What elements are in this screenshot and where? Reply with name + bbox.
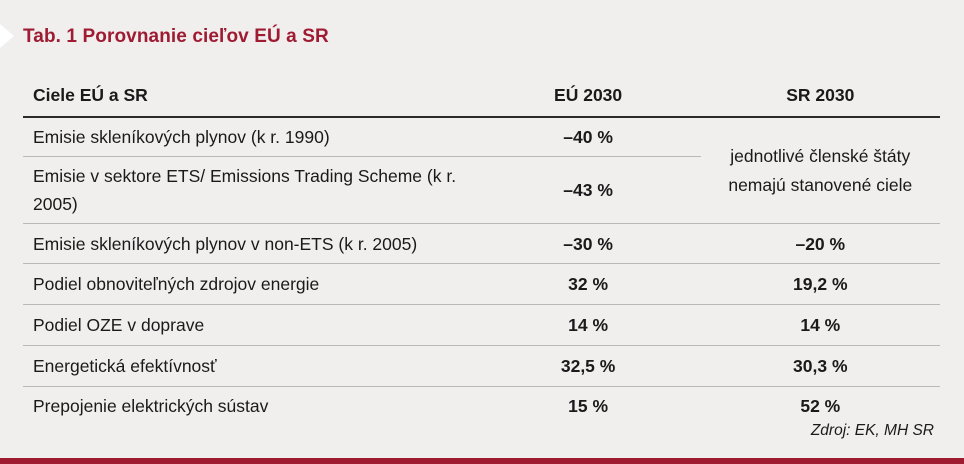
table-row: Energetická efektívnosť 32,5 % 30,3 % [23,345,940,387]
row-eu-value: –30 % [475,223,701,264]
table-row: Podiel OZE v doprave 14 % 14 % [23,304,940,346]
row-label: Podiel obnoviteľných zdrojov energie [23,263,476,305]
bottom-accent-bar [0,458,964,464]
arrow-marker-icon [0,24,14,48]
row-sr-value: 52 % [800,396,841,416]
row-eu-value: 32,5 % [475,345,701,387]
table-row: Emisie skleníkových plynov v non-ETS (k … [23,223,940,264]
row-sr-value: 30,3 % [700,345,940,387]
table-header-row: Ciele EÚ a SR EÚ 2030 SR 2030 [23,74,940,118]
row-eu-value: 14 % [475,304,701,346]
row-sr-value: –20 % [700,223,940,264]
table-title: Tab. 1 Porovnanie cieľov EÚ a SR [23,26,329,47]
table-row: Emisie skleníkových plynov (k r. 1990) –… [23,117,940,224]
row-label: Energetická efektívnosť [23,345,476,387]
table-row: Prepojenie elektrických sústav 15 % 52 % [23,387,940,426]
row-label: Emisie skleníkových plynov v non-ETS (k … [23,223,476,264]
row-label: Podiel OZE v doprave [23,304,476,346]
table-row: Podiel obnoviteľných zdrojov energie 32 … [23,263,940,305]
row-label: Emisie v sektore ETS/ Emissions Trading … [23,156,476,224]
header-sr-2030: SR 2030 [700,74,940,118]
table-row: Emisie v sektore ETS/ Emissions Trading … [23,156,940,224]
header-goals: Ciele EÚ a SR [23,74,476,118]
row-eu-value: –43 % [475,156,701,224]
comparison-table: Ciele EÚ a SR EÚ 2030 SR 2030 Emisie skl… [23,74,940,425]
row-eu-value: 32 % [475,263,701,305]
row-label: Prepojenie elektrických sústav [33,396,269,416]
row-eu-value: –40 % [475,117,701,157]
row-label: Emisie skleníkových plynov (k r. 1990) [23,117,476,157]
header-eu-2030: EÚ 2030 [475,74,701,118]
row-sr-value: 19,2 % [700,263,940,305]
row-sr-value: 14 % [700,304,940,346]
sr-merged-note: jednotlivé členské štáty nemajú stanoven… [700,117,940,224]
row-eu-value: 15 % [568,396,609,416]
source-note: Zdroj: EK, MH SR [810,422,934,439]
